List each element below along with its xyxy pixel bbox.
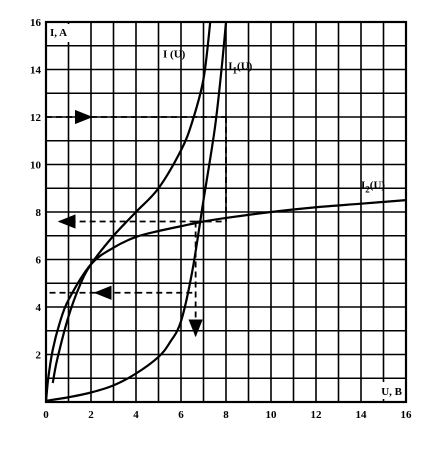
ylabel-background: [48, 24, 90, 42]
y-axis-label: I, A: [50, 27, 67, 39]
y-tick-label: 14: [30, 65, 42, 77]
series-line-i2: [44, 199, 407, 403]
series-line-i: [51, 21, 212, 384]
y-tick-label: 4: [36, 302, 42, 314]
y-tick-label: 10: [30, 160, 42, 172]
xlabel-background: [376, 382, 404, 399]
y-tick-label: 2: [36, 350, 42, 362]
x-tick-label: 0: [43, 409, 49, 421]
x-tick-label: 8: [223, 409, 229, 421]
x-tick-label: 4: [133, 409, 139, 421]
x-axis-label: U, B: [381, 386, 402, 398]
y-tick-label: 8: [36, 207, 42, 219]
x-tick-label: 12: [311, 409, 323, 421]
x-tick-label: 16: [401, 409, 413, 421]
x-tick-label: 6: [178, 409, 184, 421]
series-line-i1: [45, 21, 228, 402]
x-tick-label: 10: [266, 409, 278, 421]
y-tick-label: 16: [30, 17, 42, 29]
x-tick-label: 14: [356, 409, 368, 421]
x-tick-label: 2: [88, 409, 94, 421]
y-tick-label: 12: [30, 112, 42, 124]
series-label: I (U): [163, 49, 186, 61]
series-label: I1(U): [228, 61, 252, 76]
y-tick-label: 6: [36, 255, 42, 267]
series-label: I2(U): [361, 179, 385, 194]
